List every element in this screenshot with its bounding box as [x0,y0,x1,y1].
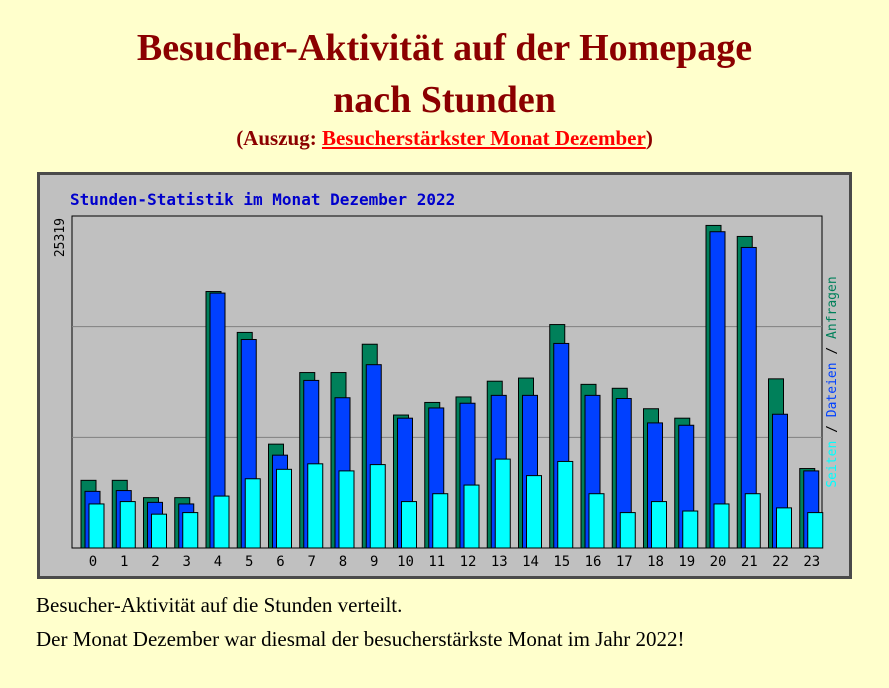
hour-group-18 [643,408,667,549]
hour-group-22 [768,378,792,549]
x-tick-label-17: 17 [616,554,633,570]
hour-group-5 [236,331,261,549]
x-tick-label-18: 18 [647,554,664,570]
hour-group-19 [674,417,699,549]
x-axis-labels: 0 1 2 3 4 5 6 7 8 9 10 11 12 13 14 15 16 17 18 19 20 21 22 23 [89,554,820,570]
bar-seiten-3 [182,512,199,549]
bar-seiten-8 [338,470,355,549]
x-tick-label-19: 19 [678,554,695,570]
x-tick-label-13: 13 [491,554,508,570]
bar-seiten-1 [119,501,136,549]
bars-group [80,224,824,549]
page-title-line-2: nach Stunden [333,79,556,121]
subtitle-link[interactable]: Besucherstärkster Monat Dezember [321,126,646,150]
bar-seiten-19 [682,510,699,549]
hour-group-9 [361,343,386,549]
hour-group-20 [705,224,730,549]
x-tick-label-22: 22 [772,554,789,570]
hour-group-14 [518,377,542,549]
x-tick-label-21: 21 [741,554,758,570]
footer-line-1: Besucher-Aktivität auf die Stunden verte… [36,593,403,617]
hour-group-0 [80,479,105,549]
legend-dateien: Dateien [825,362,840,417]
plot-area [71,215,823,549]
hour-group-10 [393,414,417,549]
x-tick-label-16: 16 [585,554,602,570]
x-tick-label-12: 12 [460,554,477,570]
bar-seiten-7 [307,463,324,549]
x-tick-label-10: 10 [397,554,414,570]
x-tick-label-5: 5 [245,554,253,570]
bar-seiten-15 [557,460,574,549]
legend: Seiten / Dateien / Anfragen [825,276,840,487]
x-tick-label-8: 8 [339,554,347,570]
x-tick-label-20: 20 [710,554,727,570]
x-tick-label-11: 11 [428,554,445,570]
bar-seiten-16 [588,493,605,549]
x-tick-label-6: 6 [276,554,284,570]
chart-frame: Stunden-Statistik im Monat Dezember 2022… [37,172,852,579]
bar-seiten-18 [651,501,667,549]
x-tick-label-7: 7 [308,554,316,570]
hour-group-8 [330,372,355,549]
bar-seiten-11 [432,493,449,549]
hour-group-4 [205,291,230,549]
y-max-label: 25319 [53,218,68,257]
bar-seiten-23 [807,512,824,549]
hour-group-17 [611,387,636,549]
bar-dateien-20 [709,231,726,549]
x-tick-label-1: 1 [120,554,128,570]
hour-group-11 [424,401,449,549]
bar-seiten-6 [276,468,292,549]
x-tick-label-2: 2 [151,554,159,570]
hour-group-16 [580,383,605,549]
x-tick-label-23: 23 [803,554,820,570]
x-tick-label-3: 3 [183,554,191,570]
hour-group-23 [799,468,824,549]
hour-group-3 [174,497,199,549]
bar-seiten-21 [744,493,761,549]
x-tick-label-15: 15 [553,554,570,570]
footer-line-2: Der Monat Dezember war diesmal der besuc… [36,627,685,651]
hour-group-15 [549,324,574,549]
x-tick-label-0: 0 [89,554,97,570]
hour-group-2 [143,497,167,549]
bar-seiten-17 [619,512,636,549]
legend-sep-2: / [825,339,840,362]
bar-seiten-5 [244,478,261,549]
legend-sep-1: / [825,417,840,440]
subtitle-prefix: (Auszug: [236,126,322,150]
hourly-statistics-chart: Stunden-Statistik im Monat Dezember 2022… [53,190,840,570]
bar-seiten-4 [213,495,230,549]
hour-group-7 [299,372,324,549]
subtitle-suffix: ) [645,126,653,150]
subtitle: (Auszug: Besucherstärkster Monat Dezembe… [0,126,889,151]
hour-group-13 [486,380,511,549]
hour-group-6 [268,443,292,549]
hour-group-21 [736,235,761,549]
bar-seiten-22 [776,507,792,549]
page-title: Besucher-Aktivität auf der Homepage [136,27,753,69]
x-tick-label-9: 9 [370,554,378,570]
chart-title: Stunden-Statistik im Monat Dezember 2022 [70,190,455,209]
plot-background [71,215,823,549]
bar-seiten-20 [713,503,730,549]
bar-seiten-12 [463,484,480,549]
bar-seiten-2 [151,513,167,549]
bar-seiten-9 [369,464,386,549]
x-tick-label-14: 14 [522,554,539,570]
bar-seiten-13 [494,458,511,549]
hour-group-1 [111,479,136,549]
hour-group-12 [455,396,480,549]
x-tick-label-4: 4 [214,554,222,570]
legend-anfragen: Anfragen [825,276,840,339]
bar-seiten-10 [401,501,417,549]
bar-seiten-14 [526,475,542,549]
bar-seiten-0 [88,503,105,549]
legend-seiten: Seiten [825,441,840,488]
